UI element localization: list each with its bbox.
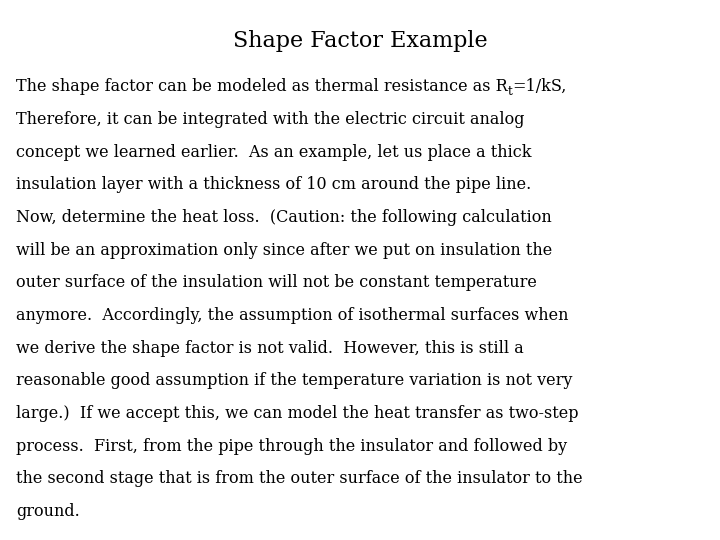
Text: reasonable good assumption if the temperature variation is not very: reasonable good assumption if the temper… xyxy=(16,373,572,389)
Text: outer surface of the insulation will not be constant temperature: outer surface of the insulation will not… xyxy=(16,274,536,291)
Text: Shape Factor Example: Shape Factor Example xyxy=(233,30,487,52)
Text: =1/kS,: =1/kS, xyxy=(513,78,567,95)
Text: large.)  If we accept this, we can model the heat transfer as two-step: large.) If we accept this, we can model … xyxy=(16,405,578,422)
Text: the second stage that is from the outer surface of the insulator to the: the second stage that is from the outer … xyxy=(16,470,582,487)
Text: anymore.  Accordingly, the assumption of isothermal surfaces when: anymore. Accordingly, the assumption of … xyxy=(16,307,568,324)
Text: concept we learned earlier.  As an example, let us place a thick: concept we learned earlier. As an exampl… xyxy=(16,144,531,160)
Text: Therefore, it can be integrated with the electric circuit analog: Therefore, it can be integrated with the… xyxy=(16,111,524,128)
Text: Now, determine the heat loss.  (Caution: the following calculation: Now, determine the heat loss. (Caution: … xyxy=(16,209,552,226)
Text: we derive the shape factor is not valid.  However, this is still a: we derive the shape factor is not valid.… xyxy=(16,340,523,356)
Text: insulation layer with a thickness of 10 cm around the pipe line.: insulation layer with a thickness of 10 … xyxy=(16,176,531,193)
Text: The shape factor can be modeled as thermal resistance as R: The shape factor can be modeled as therm… xyxy=(16,78,508,95)
Text: t: t xyxy=(508,85,513,98)
Text: ground.: ground. xyxy=(16,503,80,520)
Text: process.  First, from the pipe through the insulator and followed by: process. First, from the pipe through th… xyxy=(16,437,567,455)
Text: will be an approximation only since after we put on insulation the: will be an approximation only since afte… xyxy=(16,241,552,259)
